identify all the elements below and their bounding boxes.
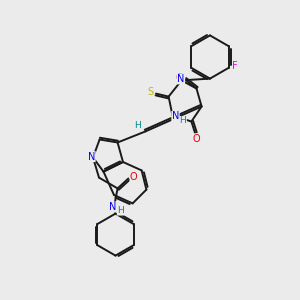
Text: S: S	[148, 87, 154, 97]
Text: N: N	[109, 202, 116, 212]
Text: N: N	[177, 74, 184, 84]
Text: N: N	[88, 152, 95, 162]
Text: H: H	[180, 116, 186, 125]
Text: O: O	[193, 134, 200, 144]
Text: F: F	[232, 61, 238, 71]
Text: H: H	[117, 206, 124, 215]
Text: O: O	[176, 73, 184, 83]
Text: O: O	[130, 172, 138, 182]
Text: H: H	[134, 122, 140, 130]
Text: N: N	[172, 111, 179, 122]
